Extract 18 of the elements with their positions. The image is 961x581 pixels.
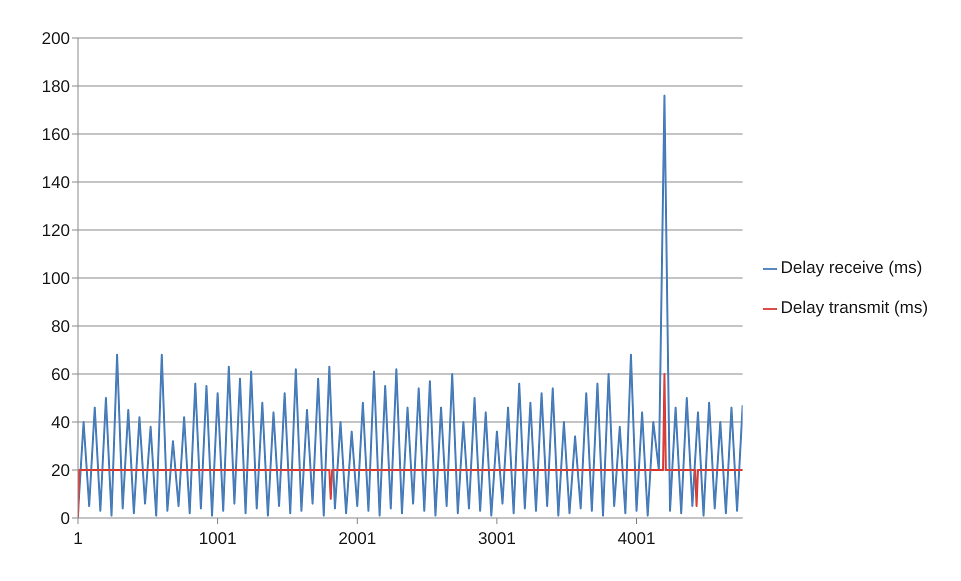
legend-label: Delay transmit (ms): [780, 298, 928, 317]
y-tick-label: 40: [51, 413, 70, 432]
x-tick-label: 4001: [618, 529, 656, 548]
y-tick-label: 160: [42, 125, 70, 144]
y-tick-label: 120: [42, 221, 70, 240]
x-tick-label: 1001: [198, 529, 237, 548]
y-tick-label: 0: [60, 509, 70, 528]
y-tick-label: 20: [51, 461, 70, 480]
y-tick-label: 200: [42, 29, 70, 48]
y-tick-label: 180: [42, 77, 70, 96]
x-tick-label: 2001: [338, 529, 376, 548]
y-tick-label: 100: [42, 269, 70, 288]
y-tick-label: 80: [51, 317, 70, 336]
y-tick-label: 140: [42, 173, 70, 192]
x-tick-label: 3001: [478, 529, 516, 548]
legend-label: Delay receive (ms): [780, 258, 922, 277]
y-tick-label: 60: [51, 365, 70, 384]
x-tick-label: 1: [73, 529, 83, 548]
